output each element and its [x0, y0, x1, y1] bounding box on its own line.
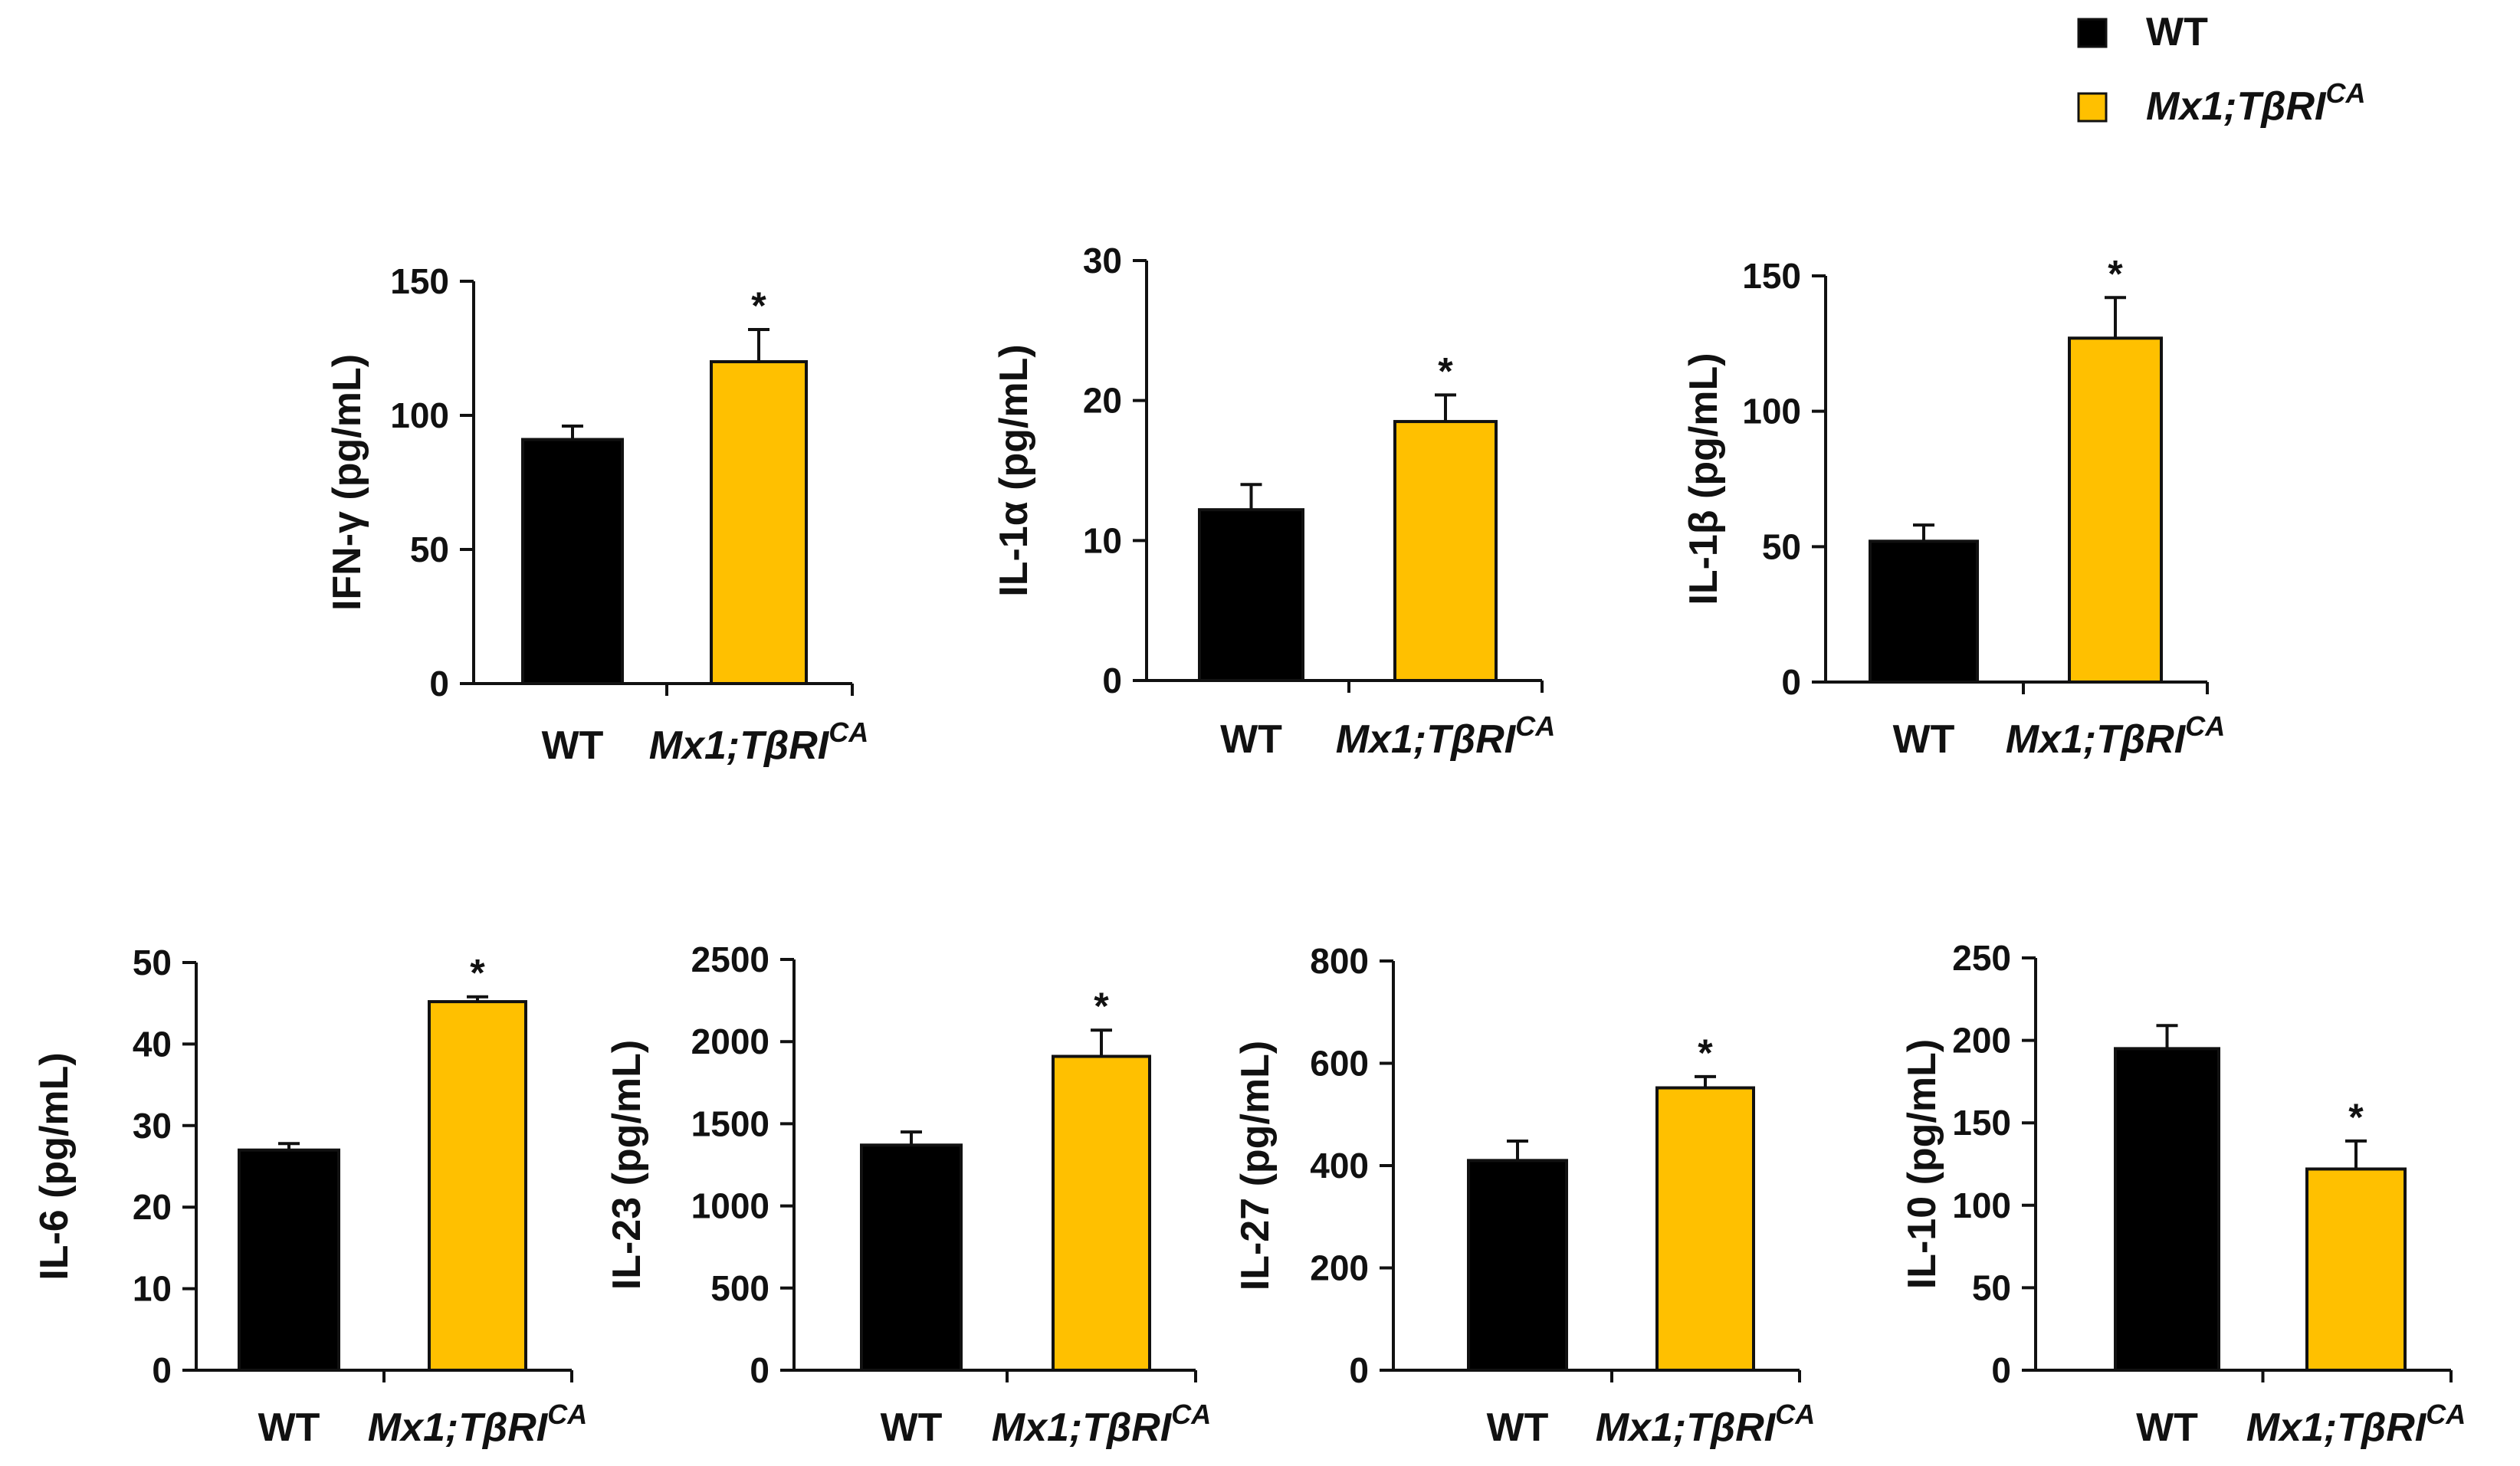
y-tick-label: 150	[390, 261, 449, 301]
x-category-label: Mx1;TβRICA	[992, 1399, 1212, 1450]
x-category-label: WT	[881, 1405, 943, 1450]
y-tick-label: 30	[1083, 241, 1122, 280]
y-tick-label: 100	[390, 395, 449, 435]
bar	[710, 360, 808, 685]
y-tick-label: 1000	[691, 1186, 769, 1226]
y-tick-label: 250	[1952, 938, 2011, 978]
chart-panel: * 0 200 400 600 800 IL-27 (pg/mL) WT Mx1;TβRICA	[1233, 941, 1815, 1450]
significance-marker: *	[1094, 985, 1109, 1028]
y-tick-label: 0	[1349, 1350, 1369, 1390]
chart-panel: * 0 10 20 30 40 50 IL-6 (pg/mL) WT Mx1;TβRICA	[32, 943, 587, 1450]
y-tick-label: 30	[133, 1106, 172, 1146]
y-tick-label: 40	[133, 1024, 172, 1064]
x-category-label: Mx1;TβRICA	[1336, 710, 1556, 762]
significance-marker: *	[470, 952, 485, 995]
x-category-label: Mx1;TβRICA	[2006, 710, 2226, 762]
chart-panel: * 0 50 100 150 200 250 IL-10 (pg/mL) WT Mx1;TβRIC…	[1900, 938, 2466, 1450]
y-tick-label: 800	[1310, 941, 1369, 981]
legend: WT Mx1;TβRICA	[2077, 10, 2366, 129]
y-axis-label: IFN-γ (pg/mL)	[325, 354, 369, 611]
y-tick-label: 0	[1991, 1350, 2011, 1390]
y-tick-label: 150	[1742, 256, 1801, 296]
bar	[2305, 1167, 2407, 1373]
y-tick-label: 20	[133, 1187, 172, 1227]
legend-label: Mx1;TβRICA	[2146, 77, 2366, 129]
y-tick-label: 500	[710, 1268, 769, 1308]
y-tick-label: 0	[429, 664, 449, 703]
bar	[1052, 1054, 1151, 1372]
y-tick-label: 10	[133, 1269, 172, 1309]
y-tick-label: 150	[1952, 1103, 2011, 1143]
y-tick-label: 100	[1742, 392, 1801, 431]
y-tick-label: 50	[410, 530, 449, 569]
significance-marker: *	[2108, 252, 2123, 295]
bar	[238, 1148, 340, 1372]
y-axis-label: IL-10 (pg/mL)	[1900, 1039, 1944, 1289]
y-tick-label: 0	[1102, 661, 1122, 700]
y-axis-label: IL-1β (pg/mL)	[1682, 353, 1726, 605]
y-axis-label: IL-27 (pg/mL)	[1233, 1041, 1278, 1291]
y-tick-label: 50	[133, 943, 172, 982]
y-tick-label: 20	[1083, 381, 1122, 421]
bar	[1655, 1086, 1755, 1373]
legend-swatch	[2077, 18, 2108, 48]
y-tick-label: 200	[1952, 1021, 2011, 1061]
y-tick-label: 1500	[691, 1104, 769, 1143]
y-tick-label: 10	[1083, 520, 1122, 560]
y-tick-label: 0	[152, 1350, 172, 1390]
y-tick-label: 50	[1762, 526, 1801, 566]
chart-panel: * 0 500 1000 1500 2000 2500 IL-23 (pg/mL) WT Mx1;…	[605, 940, 1211, 1450]
bar	[1467, 1159, 1568, 1372]
y-axis-label: IL-6 (pg/mL)	[32, 1052, 77, 1281]
bar	[860, 1143, 963, 1372]
y-tick-label: 2000	[691, 1022, 769, 1061]
bar	[521, 438, 624, 685]
significance-marker: *	[1438, 349, 1453, 392]
y-tick-label: 0	[750, 1350, 769, 1390]
y-tick-label: 400	[1310, 1146, 1369, 1186]
y-tick-label: 600	[1310, 1044, 1369, 1084]
chart-panel: * 0 50 100 150 IFN-γ (pg/mL) WT Mx1;TβRICA	[325, 261, 868, 768]
bar	[1198, 508, 1304, 682]
chart-panel: * 0 10 20 30 IL-1α (pg/mL) WT Mx1;TβRICA	[992, 241, 1555, 762]
bar	[2068, 336, 2163, 684]
x-category-label: WT	[1487, 1405, 1549, 1450]
significance-marker: *	[751, 284, 766, 327]
y-tick-label: 50	[1972, 1268, 2011, 1307]
legend-swatch	[2077, 92, 2108, 123]
y-tick-label: 200	[1310, 1248, 1369, 1288]
y-axis-label: IL-1α (pg/mL)	[992, 344, 1036, 596]
x-category-label: WT	[1893, 717, 1955, 762]
x-category-label: WT	[2136, 1405, 2198, 1450]
x-category-label: Mx1;TβRICA	[368, 1399, 588, 1450]
y-tick-label: 0	[1781, 662, 1801, 702]
x-category-label: Mx1;TβRICA	[1596, 1399, 1816, 1450]
y-axis-label: IL-23 (pg/mL)	[605, 1040, 649, 1290]
significance-marker: *	[1698, 1031, 1713, 1074]
x-category-label: WT	[258, 1405, 320, 1450]
bar	[2114, 1047, 2220, 1372]
chart-panel: * 0 50 100 150 IL-1β (pg/mL) WT Mx1;TβRICA	[1682, 252, 2225, 762]
bar	[1869, 540, 1979, 684]
x-category-label: Mx1;TβRICA	[649, 717, 869, 768]
y-tick-label: 2500	[691, 940, 769, 979]
bar	[428, 1000, 527, 1373]
y-tick-label: 100	[1952, 1186, 2011, 1225]
x-category-label: Mx1;TβRICA	[2246, 1399, 2466, 1450]
significance-marker: *	[2348, 1096, 2364, 1139]
x-category-label: WT	[542, 723, 604, 768]
bar	[1393, 420, 1498, 682]
legend-label: WT	[2146, 10, 2208, 54]
x-category-label: WT	[1220, 717, 1282, 762]
